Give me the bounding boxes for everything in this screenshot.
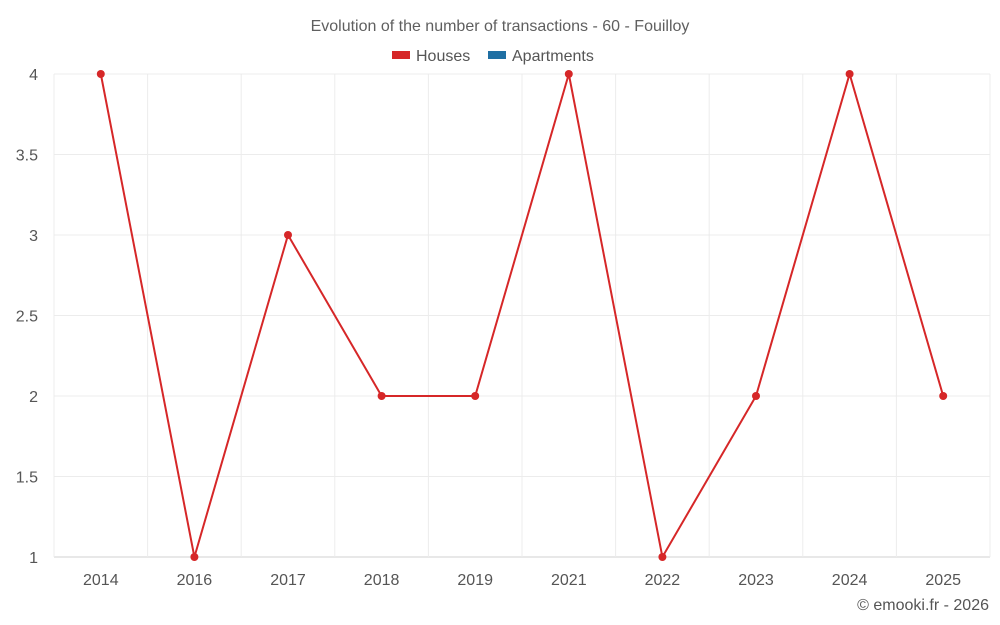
- y-tick-label: 1: [29, 550, 38, 567]
- data-point[interactable]: [190, 553, 199, 561]
- data-point[interactable]: [284, 231, 292, 239]
- legend-swatch-houses: [392, 51, 410, 59]
- data-point[interactable]: [377, 392, 386, 400]
- x-tick-label: 2024: [832, 572, 868, 589]
- data-point[interactable]: [845, 70, 854, 78]
- x-tick-label: 2017: [270, 572, 306, 589]
- x-tick-label: 2023: [738, 572, 774, 589]
- x-tick-label: 2022: [645, 572, 681, 589]
- credit-text: © emooki.fr - 2026: [857, 597, 989, 614]
- y-tick-label: 4: [29, 67, 38, 84]
- y-tick-label: 2.5: [16, 309, 38, 326]
- data-point[interactable]: [96, 70, 105, 78]
- data-point[interactable]: [658, 553, 667, 561]
- data-point[interactable]: [939, 392, 948, 400]
- legend-swatch-apartments: [488, 51, 506, 59]
- data-point[interactable]: [752, 392, 760, 400]
- chart-title: Evolution of the number of transactions …: [311, 18, 690, 35]
- series-line-houses: [99, 70, 945, 560]
- y-axis: 1 1.5 2 2.5 3 3.5 4: [16, 67, 38, 567]
- y-tick-label: 3.5: [16, 148, 38, 165]
- y-tick-label: 3: [29, 228, 38, 245]
- y-tick-label: 2: [29, 389, 38, 406]
- x-tick-label: 2014: [83, 572, 119, 589]
- grid: [53, 73, 991, 558]
- data-point[interactable]: [471, 392, 480, 400]
- legend: Houses Apartments: [392, 48, 594, 65]
- x-axis: 2014 2016 2017 2018 2019 2021 2022 2023 2024 2025: [83, 572, 961, 589]
- x-tick-label: 2019: [457, 572, 493, 589]
- x-tick-label: 2016: [177, 572, 213, 589]
- legend-label-apartments[interactable]: Apartments: [512, 48, 594, 65]
- y-tick-label: 1.5: [16, 470, 38, 487]
- x-tick-label: 2018: [364, 572, 400, 589]
- x-tick-label: 2021: [551, 572, 587, 589]
- series-houses: [96, 70, 948, 561]
- x-tick-label: 2025: [925, 572, 961, 589]
- data-point[interactable]: [564, 70, 573, 78]
- legend-label-houses[interactable]: Houses: [416, 48, 470, 65]
